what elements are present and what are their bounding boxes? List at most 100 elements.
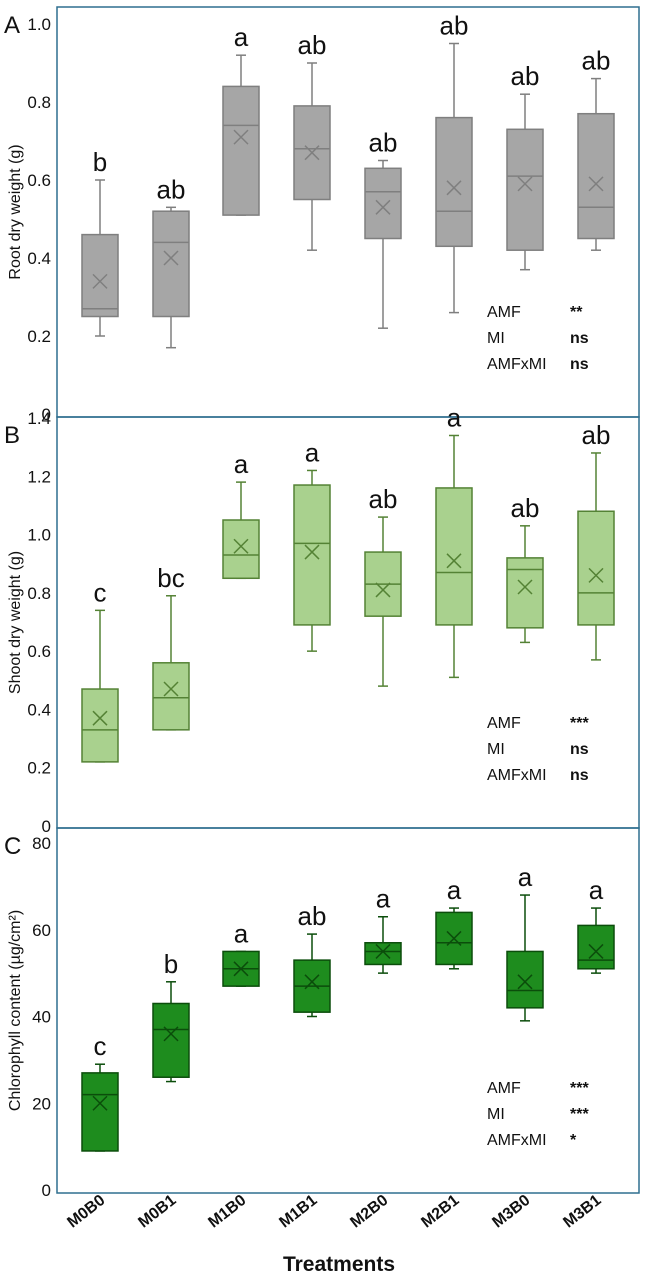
significance-letter: b (164, 949, 178, 979)
iqr-box (81, 233, 119, 318)
x-axis-title: Treatments (283, 1253, 395, 1276)
significance-letter: a (447, 875, 462, 905)
panel-label: C (4, 833, 21, 860)
significance-letter: ab (298, 901, 327, 931)
stats-factor: AMFxMI (487, 356, 547, 373)
y-tick-label: 0.8 (27, 584, 51, 603)
box-m2b0: ab (364, 484, 402, 687)
mean-marker-stroke (446, 553, 462, 569)
mean-marker-stroke (233, 961, 249, 977)
mean-marker (233, 538, 249, 554)
stats-factor: AMFxMI (487, 1132, 547, 1149)
iqr-box (435, 487, 473, 626)
box-m1b1: a (293, 437, 331, 652)
panel-frame (56, 416, 640, 829)
stats-significance: *** (570, 1106, 589, 1123)
mean-marker-stroke (163, 1026, 179, 1042)
iqr-box (152, 210, 190, 318)
panel-c: C 0 20 40 60 80 Chlorophyll content (µg/cm²) c b… (4, 827, 640, 1200)
mean-marker (446, 553, 462, 569)
mean-marker (446, 180, 462, 196)
box-m3b1: a (577, 875, 615, 974)
mean-marker-stroke (517, 176, 533, 192)
mean-marker-stroke (304, 145, 320, 161)
y-tick-label: 0.6 (27, 171, 51, 190)
y-tick-label: 0 (42, 817, 51, 836)
box-m1b0: a (222, 22, 260, 216)
mean-marker-stroke (304, 544, 320, 560)
significance-letter: c (94, 1031, 107, 1061)
significance-letter: a (518, 862, 533, 892)
mean-marker (375, 943, 391, 959)
mean-marker (517, 579, 533, 595)
panel-b: B 0 0.2 0.4 0.6 0.8 1.0 1.2 1.4 Shoot dry weight … (4, 402, 640, 836)
y-axis-title: Shoot dry weight (g) (7, 551, 24, 694)
mean-marker-stroke (233, 129, 249, 145)
iqr-box (577, 510, 615, 626)
y-axis-title: Chlorophyll content (µg/cm²) (7, 910, 24, 1111)
significance-letter: b (93, 147, 107, 177)
stats-factor: MI (487, 1106, 505, 1123)
iqr-box (152, 662, 190, 731)
box-m0b0: c (81, 1031, 119, 1152)
stats-factor: MI (487, 330, 505, 347)
mean-marker-stroke (446, 180, 462, 196)
significance-letter: a (234, 918, 249, 948)
mean-marker (233, 129, 249, 145)
stats-factor: AMF (487, 304, 521, 321)
significance-letter: a (234, 22, 249, 52)
y-tick-label: 1.0 (27, 15, 51, 34)
x-tick-label: M3B0 (489, 1192, 533, 1232)
iqr-box (222, 519, 260, 580)
mean-marker (517, 176, 533, 192)
y-tick-label: 20 (32, 1094, 51, 1113)
y-axis-title: Root dry weight (g) (7, 144, 24, 279)
stats-significance: ns (570, 741, 589, 758)
mean-marker (517, 974, 533, 990)
box-m0b0: c (81, 577, 119, 763)
significance-letter: ab (369, 484, 398, 514)
box-m1b0: a (222, 918, 260, 987)
iqr-box (506, 557, 544, 629)
mean-marker-stroke (92, 710, 108, 726)
stats-factor: AMFxMI (487, 767, 547, 784)
x-tick-label: M1B1 (276, 1192, 320, 1232)
significance-letter: a (305, 437, 320, 467)
mean-marker (163, 1026, 179, 1042)
iqr-box (506, 950, 544, 1009)
iqr-box (577, 924, 615, 970)
mean-marker-stroke (375, 943, 391, 959)
mean-marker-stroke (588, 567, 604, 583)
iqr-box (435, 116, 473, 248)
significance-letter: a (234, 449, 249, 479)
y-tick-label: 0.6 (27, 642, 51, 661)
panel-frame (56, 827, 640, 1194)
box-m2b1: ab (435, 11, 473, 314)
box-m1b0: a (222, 449, 260, 580)
x-tick-label: M0B1 (135, 1192, 179, 1232)
stats-significance: *** (570, 715, 589, 732)
mean-marker (588, 567, 604, 583)
significance-letter: ab (369, 128, 398, 158)
mean-marker (92, 1095, 108, 1111)
stats-significance: *** (570, 1080, 589, 1097)
mean-marker (588, 176, 604, 192)
mean-marker-stroke (163, 681, 179, 697)
x-tick-label: M1B0 (205, 1192, 249, 1232)
y-tick-label: 0.4 (27, 700, 51, 719)
stats-row: AMF ** (487, 304, 583, 321)
significance-letter: a (589, 875, 604, 905)
box-m0b1: bc (152, 563, 190, 731)
stats-significance: ns (570, 356, 589, 373)
significance-letter: ab (298, 30, 327, 60)
significance-letter: a (447, 402, 462, 432)
significance-letter: ab (582, 46, 611, 76)
mean-marker-stroke (163, 250, 179, 266)
mean-marker-stroke (304, 974, 320, 990)
iqr-box (506, 128, 544, 251)
mean-marker (375, 582, 391, 598)
y-tick-label: 80 (32, 834, 51, 853)
mean-marker-stroke (588, 176, 604, 192)
mean-marker (92, 273, 108, 289)
